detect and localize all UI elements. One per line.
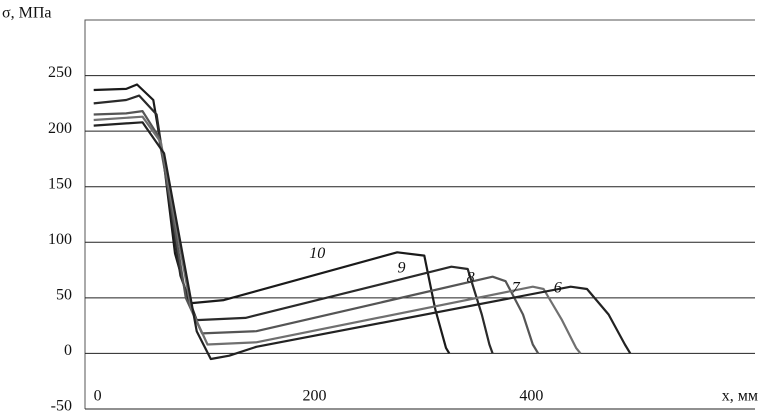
series-label: 8 [467,269,475,286]
y-tick-label: 200 [48,120,72,137]
y-tick-label: -50 [51,398,72,415]
y-tick-label: 250 [48,64,72,81]
line-series [93,121,632,361]
series-label: 9 [397,259,405,276]
series-label: 7 [512,279,521,296]
plot-frame [84,19,755,409]
series-label: 6 [554,279,562,296]
x-axis-label: x, мм [722,388,758,405]
y-axis-label: σ, МПа [2,5,52,22]
x-tick-label: 200 [303,388,327,405]
line-series [93,94,494,354]
y-tick-label: 0 [64,342,72,359]
y-tick-label: 150 [48,175,72,192]
x-tick-label: 0 [94,388,102,405]
y-tick-label: 100 [48,231,72,248]
x-tick-label: 400 [519,388,543,405]
y-tick-label: 50 [56,287,72,304]
series-label: 10 [309,245,325,262]
line-series [93,115,582,355]
